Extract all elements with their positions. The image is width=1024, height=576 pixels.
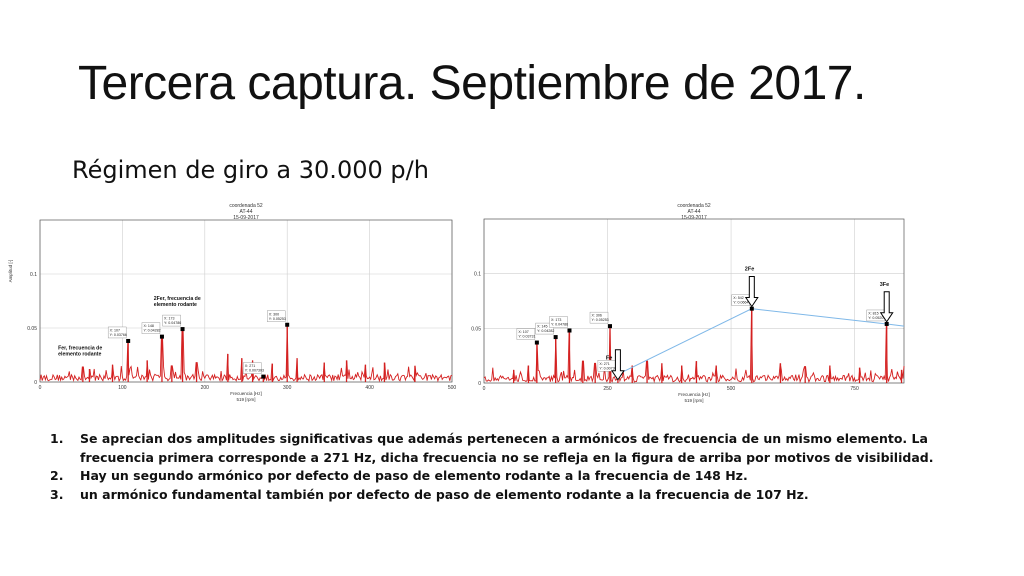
pointer-arrow bbox=[744, 275, 759, 308]
note-text: un armónico fundamental también por defe… bbox=[80, 486, 809, 502]
chart-title-line: AT-44 bbox=[688, 209, 701, 215]
arrow-label: 3Fe bbox=[880, 282, 889, 288]
cursor-label: X: 306 bbox=[592, 314, 602, 318]
x-tick-label: 0 bbox=[483, 386, 486, 392]
y-tick-label: 0 bbox=[34, 380, 37, 386]
pointer-arrow bbox=[610, 349, 625, 381]
x-axis-label: 519 [rpm] bbox=[236, 397, 255, 402]
cursor-label: Y: 0.007303 bbox=[599, 366, 618, 370]
cursor-marker bbox=[553, 335, 558, 340]
x-tick-label: 500 bbox=[448, 385, 457, 391]
x-axis-label: Frecuencia [Hz] bbox=[678, 392, 710, 397]
chart-title-line: 15-09-2017 bbox=[681, 215, 707, 221]
y-axis-label: Amplitud [-] bbox=[8, 260, 13, 283]
chart-title-line: 15-09-2017 bbox=[233, 215, 259, 221]
cursor-label: X: 173 bbox=[551, 318, 561, 322]
cursor-label-box bbox=[141, 322, 161, 334]
plot-frame bbox=[483, 218, 905, 384]
cursor-marker bbox=[180, 327, 185, 332]
x-tick-label: 100 bbox=[118, 385, 127, 391]
annotation-text: 2Fer, frecuencia de bbox=[154, 296, 201, 302]
y-tick-label: 0 bbox=[478, 381, 481, 387]
note-item: 2. Hay un segundo armónico por defecto de… bbox=[50, 467, 950, 486]
cursor-label-box bbox=[516, 328, 536, 340]
cursor-marker bbox=[749, 306, 754, 311]
note-item: 1. Se aprecian dos amplitudes significati… bbox=[50, 430, 950, 467]
chart-title-line: coordenada 52 bbox=[229, 203, 263, 209]
note-text: Hay un segundo armónico por defecto de p… bbox=[80, 468, 748, 483]
cursor-label: X: 542 bbox=[733, 296, 743, 300]
cursor-label: X: 271 bbox=[599, 362, 609, 366]
cursor-marker bbox=[567, 328, 572, 333]
cursor-label: X: 148 bbox=[143, 324, 153, 328]
cursor-label: Y: 0.05209 bbox=[868, 316, 885, 320]
note-number: 2. bbox=[50, 468, 64, 483]
cursor-label-box bbox=[549, 316, 568, 328]
x-axis-label: 519 [rpm] bbox=[684, 398, 703, 403]
arrow-label: 2Fe bbox=[745, 266, 754, 272]
annotation-text: elemento rodante bbox=[154, 302, 197, 308]
cursor-label: Y: 0.05253 bbox=[592, 318, 609, 322]
note-text: Se aprecian dos amplitudes significativa… bbox=[80, 431, 934, 465]
annotation-text: Fer, frecuencia de bbox=[58, 346, 102, 352]
note-number: 1. bbox=[50, 431, 64, 446]
cursor-label: X: 173 bbox=[164, 317, 174, 321]
cursor-marker bbox=[884, 321, 889, 326]
slide-title: Tercera captura. Septiembre de 2017. bbox=[78, 57, 866, 110]
pointer-arrow bbox=[879, 291, 894, 323]
y-tick-label: 0.1 bbox=[30, 272, 37, 278]
y-tick-label: 0.05 bbox=[27, 326, 37, 332]
cursor-label-box bbox=[589, 311, 609, 324]
cursor-label: Y: 0.04282 bbox=[537, 329, 554, 333]
cursor-label: Y: 0.06649 bbox=[733, 301, 750, 305]
notes-list: 1. Se aprecian dos amplitudes significati… bbox=[50, 430, 950, 504]
x-tick-label: 250 bbox=[603, 386, 612, 392]
cursor-label: X: 300 bbox=[269, 312, 279, 316]
cursor-marker bbox=[159, 334, 164, 339]
cursor-label: X: 815 bbox=[868, 311, 878, 315]
y-tick-label: 0.05 bbox=[471, 326, 481, 332]
cursor-label: Y: 0.04282 bbox=[143, 329, 160, 333]
cursor-marker bbox=[285, 322, 290, 327]
cursor-label: X: 107 bbox=[518, 330, 528, 334]
cursor-marker bbox=[534, 340, 539, 345]
cursor-label: Y: 0.007303 bbox=[245, 369, 264, 373]
arrow-label: Fe bbox=[606, 356, 612, 362]
cursor-label: Y: 0.03731 bbox=[518, 335, 535, 339]
x-axis-label: Frecuencia [Hz] bbox=[230, 391, 262, 396]
x-tick-label: 0 bbox=[39, 385, 42, 391]
cursor-marker bbox=[261, 374, 266, 379]
cursor-label: Y: 0.03766 bbox=[110, 333, 127, 337]
chart-title-line: coordenada 52 bbox=[677, 203, 711, 209]
x-tick-label: 400 bbox=[365, 385, 374, 391]
cursor-label-box bbox=[162, 314, 181, 327]
slide-subtitle: Régimen de giro a 30.000 p/h bbox=[72, 156, 429, 184]
x-tick-label: 300 bbox=[283, 385, 292, 391]
cursor-label: Y: 0.05253 bbox=[269, 317, 286, 321]
cursor-label-box bbox=[243, 362, 262, 374]
plot-frame bbox=[39, 219, 453, 383]
cursor-label: Y: 0.04786 bbox=[164, 321, 181, 325]
cursor-label-box bbox=[535, 322, 554, 335]
cursor-marker bbox=[126, 338, 131, 343]
cursor-label-box bbox=[266, 310, 286, 322]
cursor-label: X: 145 bbox=[537, 325, 547, 329]
note-item: 3. un armónico fundamental también por de… bbox=[50, 486, 950, 505]
x-tick-label: 500 bbox=[727, 386, 736, 392]
note-number: 3. bbox=[50, 486, 64, 502]
y-tick-label: 0.1 bbox=[474, 272, 481, 278]
chart-title-line: AT-44 bbox=[240, 209, 253, 215]
annotation-text: elemento rodante bbox=[58, 352, 101, 358]
spectrum-series-line bbox=[483, 308, 905, 384]
cursor-label-box bbox=[107, 326, 127, 339]
x-tick-label: 750 bbox=[850, 386, 859, 392]
cursor-label: X: 271 bbox=[245, 364, 255, 368]
cursor-label: Y: 0.04786 bbox=[551, 323, 568, 327]
cursor-marker bbox=[608, 324, 612, 329]
harmonic-trend-line bbox=[617, 308, 905, 375]
x-tick-label: 200 bbox=[201, 385, 210, 391]
cursor-label: X: 107 bbox=[110, 328, 120, 332]
